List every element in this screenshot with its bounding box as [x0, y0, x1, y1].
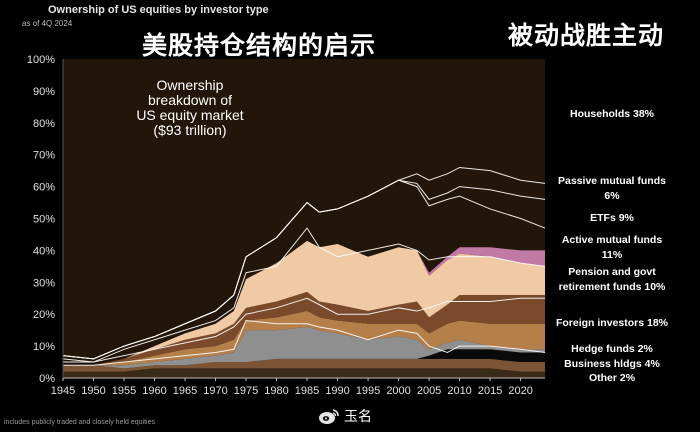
x-tick-label: 1960: [142, 385, 166, 397]
x-tick-label: 1955: [112, 385, 136, 397]
area-series-2: [63, 349, 545, 369]
x-tick-label: 1945: [51, 385, 75, 397]
legend-label: Active mutual funds: [562, 234, 663, 246]
legend-label: retirement funds 10%: [559, 281, 666, 293]
y-tick-label: 60%: [33, 182, 55, 194]
x-tick-label: 1965: [173, 385, 197, 397]
area-series-3: [63, 326, 545, 369]
legend-label: Foreign investors 18%: [556, 317, 669, 329]
watermark: 玉名: [318, 406, 372, 426]
x-tick-label: 2015: [478, 385, 502, 397]
y-tick-label: 40%: [33, 245, 55, 257]
x-tick-label: 2010: [447, 385, 471, 397]
weibo-icon: [319, 409, 339, 424]
x-tick-label: 1970: [203, 385, 227, 397]
x-tick-label: 1975: [234, 385, 258, 397]
y-tick-label: 0%: [39, 373, 55, 385]
legend-label: Pension and govt: [568, 266, 656, 278]
area-series-6: [63, 240, 545, 366]
footnote: includes publicly traded and closely hel…: [4, 419, 155, 426]
y-tick-label: 80%: [33, 118, 55, 130]
legend-label: Households 38%: [570, 108, 655, 120]
band-boundary-1: [63, 297, 545, 363]
x-tick-label: 1990: [325, 385, 349, 397]
legend-label: Passive mutual funds: [558, 175, 666, 187]
y-tick-label: 70%: [33, 150, 55, 162]
legend-label: Hedge funds 2%: [571, 343, 653, 355]
overlay-corner-cn: 被动战胜主动: [508, 21, 665, 50]
x-tick-label: 2000: [386, 385, 410, 397]
legend-label: ETFs 9%: [590, 212, 634, 224]
band-boundary-5: [62, 166, 546, 360]
area-series-5: [63, 291, 545, 366]
band-boundary-2: [62, 227, 546, 363]
watermark-text: 玉名: [344, 409, 372, 425]
x-tick-label: 1980: [264, 385, 288, 397]
area-series-1: [63, 358, 545, 372]
chart-title: Ownership of US equities by investor typ…: [48, 4, 269, 16]
legend-label: 11%: [602, 249, 623, 261]
chart-subtitle: as of 4Q 2024: [22, 19, 73, 28]
legend-label: 6%: [604, 190, 620, 202]
y-tick-label: 90%: [33, 86, 55, 98]
y-tick-label: 100%: [27, 54, 55, 66]
y-tick-label: 20%: [33, 309, 55, 321]
overlay-title-cn: 美股持仓结构的启示: [142, 31, 377, 60]
x-tick-label: 2005: [417, 385, 441, 397]
annotation-line: US equity market: [136, 107, 243, 123]
annotation-line: ($93 trillion): [153, 122, 226, 138]
annotation-line: Ownership: [157, 77, 224, 93]
x-tick-label: 1950: [81, 385, 105, 397]
legend-label: Business hldgs 4%: [564, 358, 660, 370]
y-tick-label: 10%: [33, 341, 55, 353]
area-series-8: [63, 240, 545, 366]
annotation-line: breakdown of: [148, 92, 232, 108]
area-series-0: [63, 368, 545, 378]
legend-label: Other 2%: [589, 372, 636, 384]
x-tick-label: 1995: [356, 385, 380, 397]
band-boundary-0: [63, 320, 546, 366]
x-tick-label: 2020: [508, 385, 532, 397]
y-tick-label: 50%: [33, 214, 55, 226]
x-tick-label: 1985: [295, 385, 319, 397]
area-series-4: [63, 311, 545, 366]
y-tick-label: 30%: [33, 277, 55, 289]
